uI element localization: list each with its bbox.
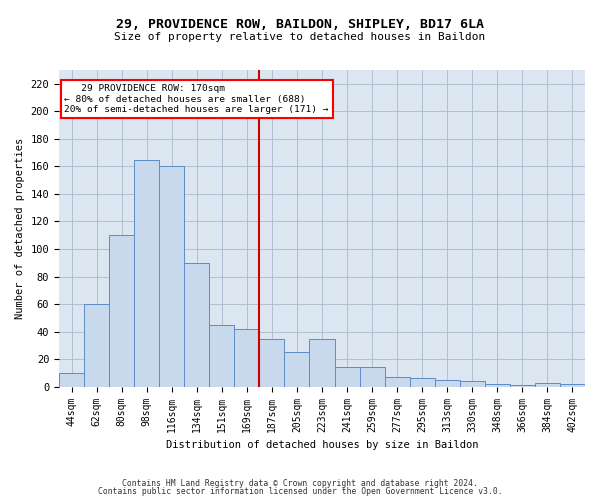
Bar: [84, 304, 109, 386]
Bar: [485, 384, 510, 386]
Bar: [259, 338, 284, 386]
Bar: [59, 373, 84, 386]
Text: Contains public sector information licensed under the Open Government Licence v3: Contains public sector information licen…: [98, 487, 502, 496]
Bar: [359, 368, 385, 386]
Bar: [410, 378, 435, 386]
Bar: [159, 166, 184, 386]
Text: 29, PROVIDENCE ROW, BAILDON, SHIPLEY, BD17 6LA: 29, PROVIDENCE ROW, BAILDON, SHIPLEY, BD…: [116, 18, 484, 30]
Bar: [535, 382, 560, 386]
Bar: [235, 329, 259, 386]
Bar: [134, 160, 159, 386]
Bar: [560, 384, 585, 386]
Bar: [435, 380, 460, 386]
Text: Contains HM Land Registry data © Crown copyright and database right 2024.: Contains HM Land Registry data © Crown c…: [122, 478, 478, 488]
Y-axis label: Number of detached properties: Number of detached properties: [15, 138, 25, 319]
Text: Size of property relative to detached houses in Baildon: Size of property relative to detached ho…: [115, 32, 485, 42]
Bar: [184, 263, 209, 386]
Bar: [209, 324, 235, 386]
Bar: [109, 235, 134, 386]
Text: 29 PROVIDENCE ROW: 170sqm
← 80% of detached houses are smaller (688)
20% of semi: 29 PROVIDENCE ROW: 170sqm ← 80% of detac…: [64, 84, 329, 114]
Bar: [385, 377, 410, 386]
Bar: [460, 381, 485, 386]
X-axis label: Distribution of detached houses by size in Baildon: Distribution of detached houses by size …: [166, 440, 478, 450]
Bar: [335, 368, 359, 386]
Bar: [310, 338, 335, 386]
Bar: [284, 352, 310, 386]
